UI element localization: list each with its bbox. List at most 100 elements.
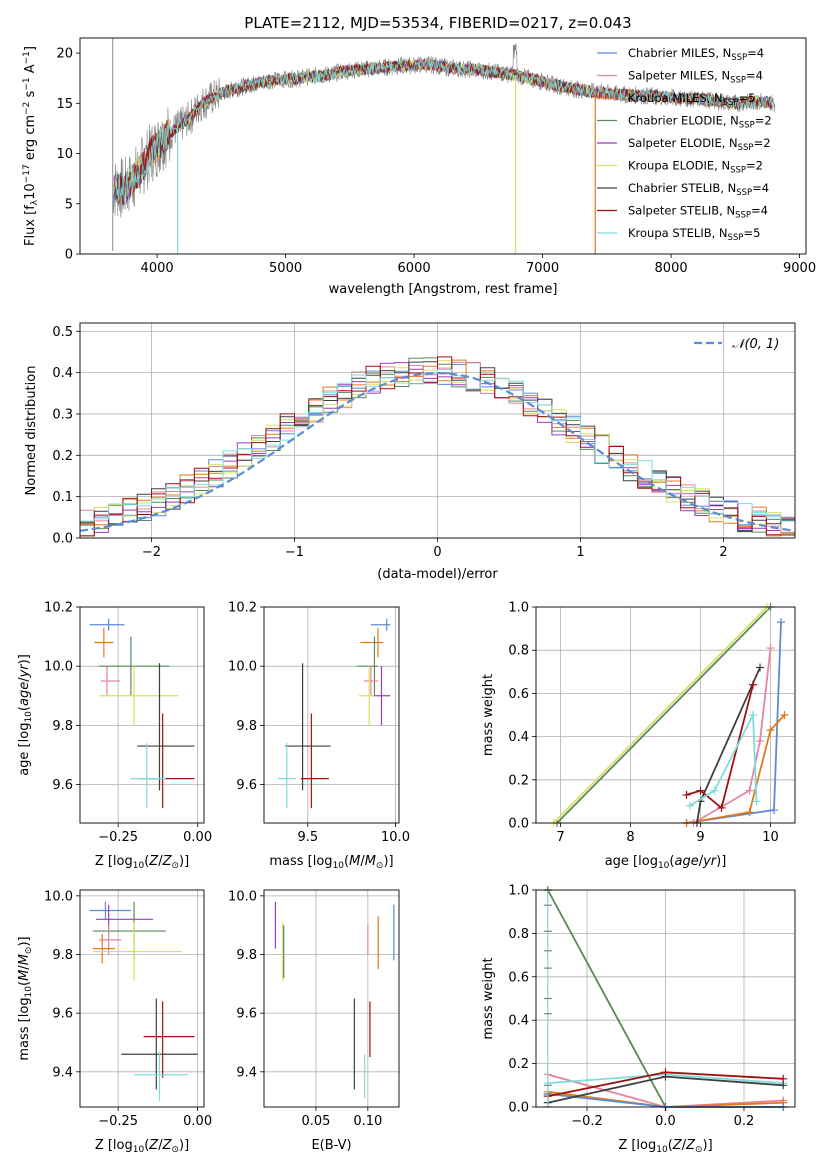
y-tick-label: 10.0 (228, 889, 257, 904)
y-tick-label: 1.0 (508, 884, 529, 899)
y-tick-label: 15 (56, 97, 73, 112)
plot-area (278, 618, 391, 809)
y-tick-label: 10.0 (44, 889, 73, 904)
mass-weight-marker (749, 711, 757, 719)
y-tick-label: 0.4 (508, 730, 529, 745)
mass-weight-marker (752, 797, 761, 806)
y-axis-label: age [log10(age/yr)] (17, 654, 34, 776)
mass-vs-metallicity-panel: −0.25 0.00 9.4 9.6 9.8 10.0 Z [log10(Z/Z⊙)] mas… (17, 889, 212, 1155)
y-tick-label: 9.4 (236, 1065, 257, 1080)
x-tick-label: 4000 (141, 261, 174, 276)
y-axis-label: mass weight (481, 674, 496, 756)
legend-entry: Kroupa ELODIE, NSSP=2 (628, 159, 763, 176)
legend-entry: Chabrier STELIB, NSSP=4 (628, 181, 769, 198)
mass-weight-marker (779, 1074, 788, 1083)
plot-area (89, 618, 195, 809)
y-tick-label: 0.6 (508, 970, 529, 985)
axes-frame (79, 322, 796, 539)
axes-frame (79, 889, 205, 1108)
legend-entry: Chabrier MILES, NSSP=4 (628, 46, 764, 63)
x-tick-label: 8000 (655, 261, 688, 276)
plot-area (112, 38, 776, 254)
y-axis-label: mass [log10(M/M⊙)] (17, 936, 34, 1060)
mass-weight-line (552, 606, 768, 824)
y-tick-label: 0.2 (508, 773, 529, 788)
y-tick-label: 0.5 (52, 325, 73, 340)
y-tick-label: 0.4 (508, 1014, 529, 1029)
mass-weight-line (686, 714, 786, 824)
model-spectrum-line (115, 58, 773, 203)
axes-frame (535, 606, 796, 824)
age-vs-metallicity-panel: −0.25 0.00 9.6 9.8 10.0 10.2 Z [log10(Z/Z⊙)] ag… (17, 601, 212, 872)
x-tick-label: 7000 (526, 261, 559, 276)
mass-weight-marker (696, 786, 705, 795)
y-tick-label: 0.8 (508, 927, 529, 942)
y-tick-label: 0.2 (52, 449, 73, 464)
x-tick-label: 9 (696, 830, 704, 845)
x-axis-label: wavelength [Angstrom, rest frame] (329, 282, 558, 297)
x-tick-label: 10.0 (381, 830, 410, 845)
x-tick-label: 2 (719, 545, 727, 560)
massweight-vs-metallicity-panel: −0.2 0.0 0.2 0.0 0.2 0.4 0.6 0.8 1.0 mass weight Z… (481, 884, 796, 1155)
plot-area (79, 356, 796, 537)
y-tick-label: 0.0 (52, 532, 73, 547)
mass-weight-marker (766, 644, 775, 653)
y-axis-label: Normed distribution (24, 366, 39, 496)
y-tick-label: 9.8 (236, 719, 257, 734)
mass-weight-marker (745, 786, 754, 795)
x-tick-label: −0.2 (571, 1114, 603, 1129)
y-tick-label: 0.4 (52, 366, 73, 381)
y-tick-label: 9.8 (52, 948, 73, 963)
mass-weight-marker (777, 618, 785, 627)
y-axis-label: mass weight (481, 957, 496, 1039)
y-tick-label: 9.6 (236, 1007, 257, 1022)
y-tick-label: 9.6 (52, 778, 73, 793)
mass-weight-marker (749, 680, 757, 689)
y-tick-label: 0.3 (52, 407, 73, 422)
mass-weight-marker (661, 1068, 670, 1077)
massweight-vs-age-panel: 7 8 9 10 0.0 0.2 0.4 0.6 0.8 1.0 mass weight age [l… (481, 601, 796, 871)
axes-frame (263, 606, 400, 824)
y-tick-label: 0.8 (508, 644, 529, 659)
mass-weight-marker (710, 786, 719, 795)
x-tick-label: 10 (762, 830, 779, 845)
y-tick-label: 9.6 (236, 778, 257, 793)
x-axis-label: Z [log10(Z/Z⊙)] (95, 854, 189, 871)
legend-entry: Salpeter STELIB, NSSP=4 (628, 204, 768, 221)
x-tick-label: −1 (285, 545, 304, 560)
residual-histogram-line (80, 369, 795, 522)
legend-entry: Chabrier ELODIE, NSSP=2 (628, 114, 772, 131)
y-tick-label: 1.0 (508, 601, 529, 616)
x-axis-label: (data-model)/error (377, 567, 498, 582)
mass-weight-marker (686, 801, 694, 810)
y-tick-label: 10.2 (228, 601, 257, 616)
x-tick-label: 9000 (783, 261, 816, 276)
mass-vs-extinction-panel: 0.05 0.10 9.4 9.6 9.8 10.0 E(B-V) (228, 889, 400, 1153)
x-tick-label: 8 (626, 830, 634, 845)
mass-weight-marker (756, 736, 764, 745)
legend-entry: Kroupa MILES, NSSP=5 (628, 91, 755, 108)
age-vs-mass-panel: 9.5 10.0 9.6 9.8 10.0 10.2 mass [log10(M/M⊙)] (228, 601, 410, 872)
x-tick-label: 0 (433, 545, 441, 560)
mass-weight-line (556, 606, 772, 824)
residuals-panel: −2 −1 0 1 2 0.0 0.1 0.2 0.3 0.4 0.5 𝒩(0, 1) (data-mo… (24, 322, 796, 582)
y-tick-label: 0.0 (508, 817, 529, 832)
legend-entry: Salpeter ELODIE, NSSP=2 (628, 136, 771, 153)
y-tick-label: 9.6 (52, 1007, 73, 1022)
residual-histogram-line (80, 362, 795, 526)
axes-frame (535, 889, 796, 1108)
x-tick-label: 7 (556, 830, 564, 845)
x-tick-label: 0.00 (183, 1114, 212, 1129)
axes-frame (79, 37, 807, 255)
x-tick-label: 0.2 (734, 1114, 755, 1129)
mass-weight-marker (756, 663, 764, 672)
x-axis-label: Z [log10(Z/Z⊙)] (95, 1138, 189, 1155)
x-tick-label: 0.0 (655, 1114, 676, 1129)
x-tick-label: 5000 (269, 261, 302, 276)
x-tick-label: 0.10 (353, 1114, 382, 1129)
mass-weight-marker (682, 790, 691, 799)
y-tick-label: 9.4 (52, 1065, 73, 1080)
y-tick-label: 5 (65, 197, 73, 212)
y-tick-label: 9.8 (52, 719, 73, 734)
spectrum-title: PLATE=2112, MJD=53534, FIBERID=0217, z=0… (244, 14, 631, 32)
